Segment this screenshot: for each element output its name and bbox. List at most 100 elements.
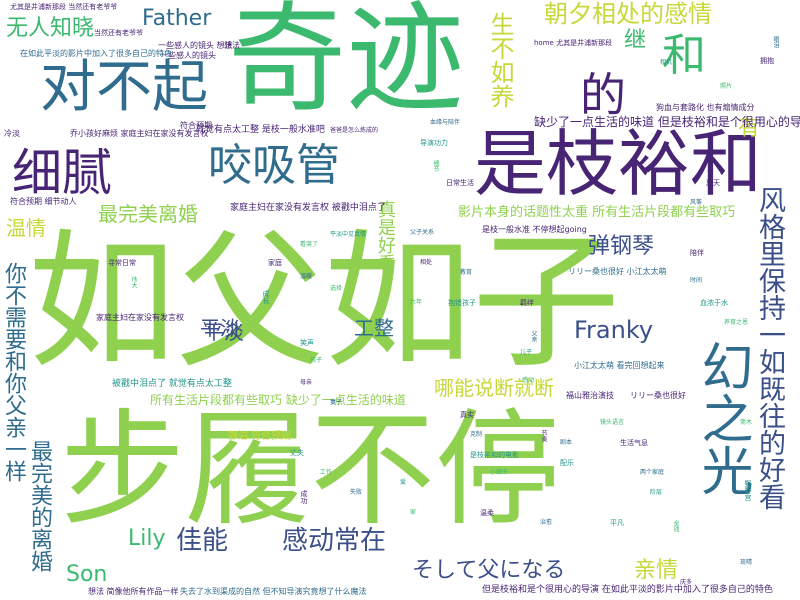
word-cloud-term: home 尤其是井浦新那段	[534, 39, 613, 47]
word-cloud-term: 步履不停	[60, 398, 560, 543]
word-cloud-term: 有	[738, 116, 761, 141]
word-cloud-term: 庆多	[680, 579, 693, 586]
word-cloud-term: 爱	[400, 479, 407, 486]
word-cloud-term: 福山雅治演技	[566, 391, 614, 400]
word-cloud-term: そして父になる	[412, 558, 566, 583]
word-cloud-term: 照片	[720, 83, 733, 90]
word-cloud-term: 静泊 符合预期	[228, 431, 292, 442]
word-cloud-term: 配乐	[560, 459, 574, 467]
word-cloud-term: 感动常在	[282, 526, 387, 556]
word-cloud-term: 孩子	[310, 357, 323, 364]
word-cloud-term: 冷淡	[4, 129, 20, 138]
word-cloud-term v: 幻之光	[692, 340, 752, 496]
word-cloud-term: Son	[66, 562, 108, 587]
word-cloud-term: 陪伴	[690, 249, 704, 257]
word-cloud-term: 看哭了	[300, 241, 319, 248]
word-cloud-term: 想法 简像他所有作品一样	[88, 587, 179, 596]
word-cloud-term: 抱错孩子	[448, 299, 476, 307]
word-cloud-term: リリー桑也很好	[630, 391, 686, 400]
word-cloud-term: 两个家庭	[640, 469, 665, 476]
word-cloud-term: 继	[624, 28, 647, 53]
word-cloud-term: 温暖	[300, 273, 313, 280]
word-cloud-term: 所有生活片段都有些取巧 缺少了一点生活的味道	[150, 393, 406, 407]
word-cloud-term: 平凡	[610, 519, 624, 527]
word-cloud-term: 克制	[470, 431, 483, 438]
word-cloud-term: 是枝裕和的电影	[470, 451, 519, 459]
word-cloud-term: 风格里保持一如既往的好看	[754, 186, 785, 510]
word-cloud-term: 时间	[690, 277, 703, 284]
word-cloud-term: 母亲	[300, 379, 313, 386]
word-cloud-term: 失去了水到渠成的自然 但不知导演究竟想了什么魔法	[180, 587, 367, 596]
word-cloud-term: 符合预期	[180, 121, 212, 130]
word-cloud-term: 寻常日常	[108, 259, 136, 267]
word-cloud-term: 家	[410, 509, 417, 516]
word-cloud-term: 当然还有老爷爷	[94, 29, 143, 37]
word-cloud-term: 失败	[350, 489, 363, 496]
word-cloud-term: 想法	[224, 41, 240, 50]
word-cloud-term: 六年	[410, 299, 423, 306]
word-cloud-term: 小江太太萌 看完回想起来	[574, 361, 665, 370]
word-cloud-term: 最完美的离婚	[27, 440, 52, 572]
word-cloud-term: 在如此平淡的影片中加入了很多自己的特色	[20, 49, 172, 58]
word-cloud-term: 尤其是井浦新那段 当然还有老爷爷	[10, 3, 118, 11]
word-cloud-term: 儿子	[520, 349, 533, 356]
word-cloud-term: 成长	[262, 290, 270, 304]
word-cloud-term: 细节	[432, 160, 439, 172]
word-cloud-term: 一些感人的镜头 想法	[158, 41, 233, 50]
word-cloud-term: 对不起	[40, 55, 208, 120]
word-cloud-term: 教育	[460, 269, 473, 276]
word-cloud-term: 真是好看	[375, 200, 396, 272]
word-cloud-term: 是枝一般水准 不停想起going	[482, 225, 587, 234]
word-cloud-term: 最完美离婚	[98, 202, 198, 226]
word-cloud-term: 朝夕相处的感情	[544, 0, 712, 28]
word-cloud-term: 平淡	[204, 320, 244, 344]
word-cloud-term: 小细节	[490, 469, 509, 476]
word-cloud-term: 就觉有点太工整 是枝一般水准吧	[196, 125, 325, 135]
word-cloud-term: 成功	[300, 490, 308, 504]
word-cloud-term: 工作	[320, 469, 333, 476]
word-cloud-term: 日常生活	[446, 179, 474, 187]
word-cloud-term: 奇迹	[228, 0, 465, 128]
word-cloud-term: 温情	[6, 216, 46, 240]
word-cloud-term: 但是枝裕和是个很用心的导演 在如此平淡的影片中加入了很多自己的特色	[482, 585, 773, 595]
word-cloud-term: 的	[580, 68, 626, 122]
word-cloud-term: 养育之恩	[724, 319, 749, 326]
word-cloud-term: 导演功力	[420, 139, 448, 147]
word-cloud-term: 镜头语言	[600, 419, 625, 426]
word-cloud-term: 弹钢琴	[588, 234, 655, 259]
word-cloud-term: 家庭主妇在家没有发言权 被戳中泪点了	[230, 203, 386, 213]
word-cloud-term: 是枝裕和	[474, 122, 763, 206]
word-cloud-term: 真实	[460, 411, 474, 419]
word-cloud-term: 家庭	[268, 259, 282, 267]
word-cloud-term: 细腻	[12, 144, 112, 202]
word-cloud-term: 血浓于水	[700, 299, 728, 307]
word-cloud-term: 父亲	[530, 330, 537, 342]
word-cloud-term: 风筝	[690, 199, 703, 206]
word-cloud-term: 阶层	[650, 489, 663, 496]
word-cloud-term: 咬吸管	[208, 140, 340, 191]
word-cloud-term: 金钱	[672, 520, 679, 532]
word-cloud-term: リリー桑也很好 小江太太萌	[568, 267, 667, 276]
word-cloud-term: 和	[662, 30, 706, 81]
word-cloud-term: 拥抱	[760, 57, 774, 65]
word-cloud-term: Lily	[128, 526, 166, 551]
word-cloud-term: 缺少了一点生活的味道 但是枝裕和是个很用心的导演	[534, 115, 800, 129]
word-cloud-term: 丈夫	[290, 449, 304, 457]
word-cloud-term: 你不需要和你父亲一样	[1, 262, 26, 482]
word-cloud-term: 温柔	[480, 509, 494, 517]
word-cloud-term: 如父如子	[28, 216, 620, 388]
word-cloud-term: 剧本	[560, 439, 573, 446]
word-cloud-term: 平淡	[200, 316, 240, 340]
word-cloud-term: 野野宫	[744, 480, 752, 501]
word-cloud-term: 羁绊	[520, 299, 534, 307]
word-cloud-term: 工整	[354, 316, 394, 340]
word-cloud-term: 生活气息	[620, 439, 648, 447]
word-cloud-term: 妻子	[330, 399, 343, 406]
word-cloud-term: Father	[142, 6, 212, 31]
word-cloud-term: 感动	[522, 377, 535, 384]
word-cloud-term: 佳能	[176, 526, 229, 556]
word-cloud-term: 相处	[420, 259, 433, 266]
word-cloud-term: 琉晴	[740, 559, 753, 566]
word-cloud-term: 哪能说断就断	[434, 376, 554, 400]
